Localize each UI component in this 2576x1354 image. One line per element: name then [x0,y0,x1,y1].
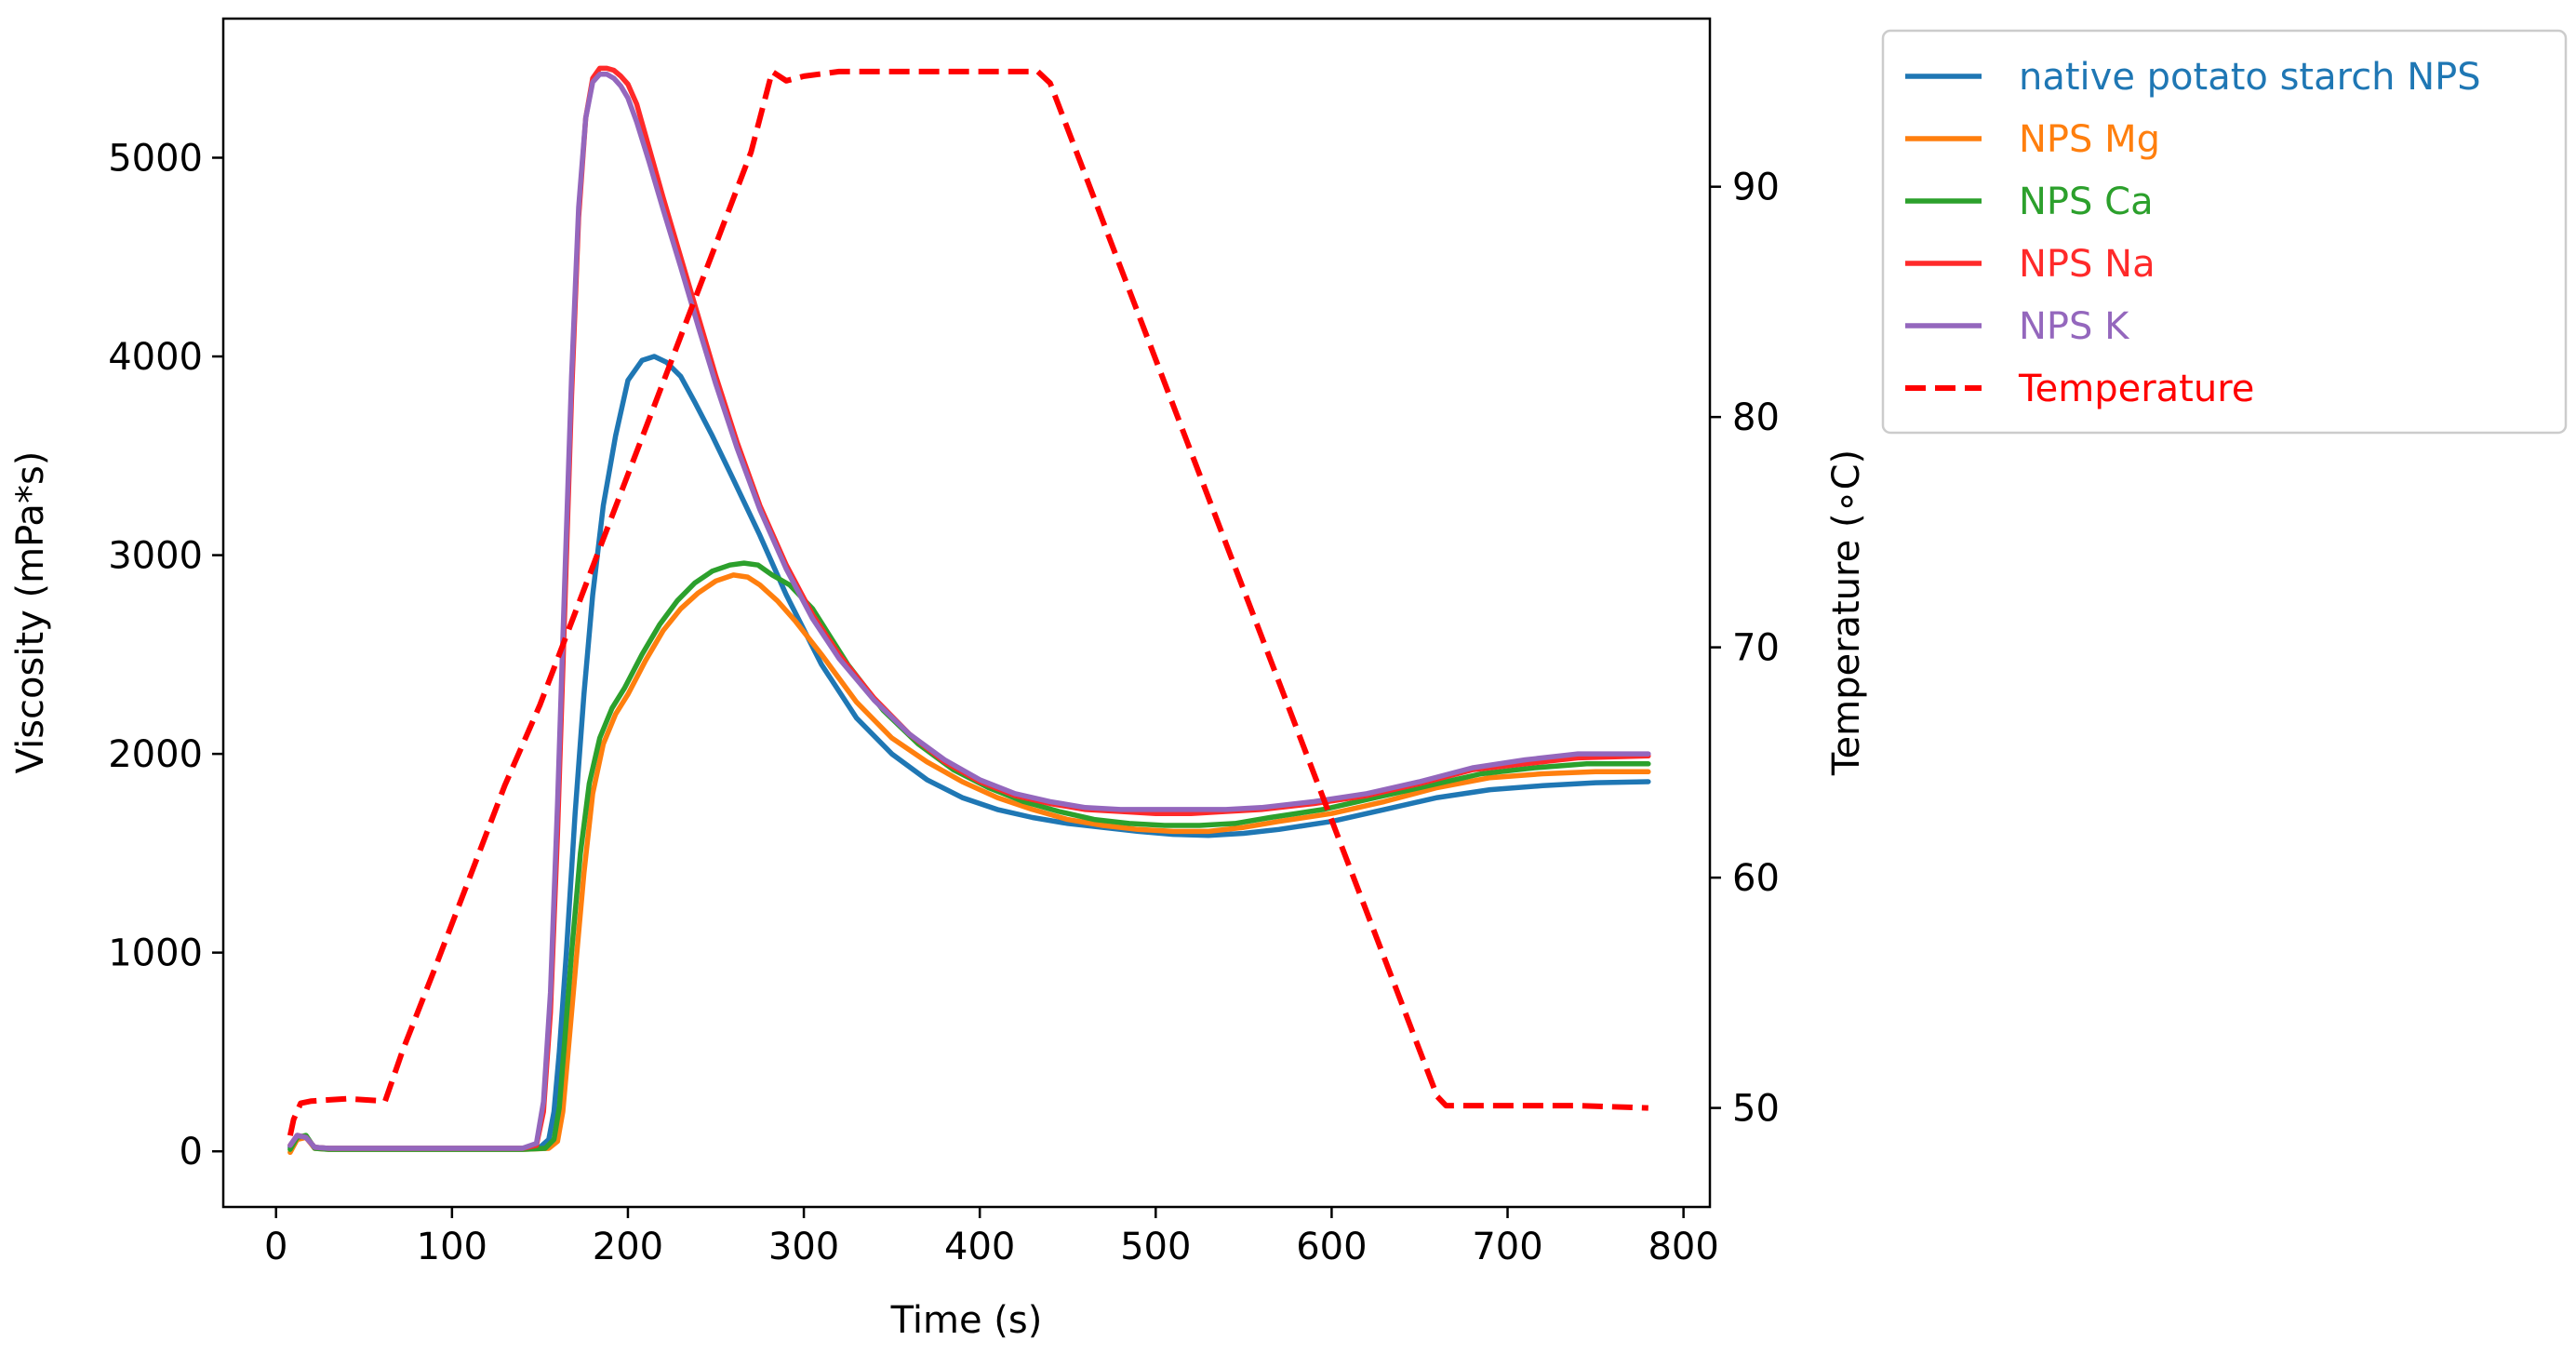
y2-tick-label: 90 [1732,167,1780,209]
y-axis-label: Viscosity (mPa*s) [9,451,52,774]
y2-axis-label: Temperature (∘C) [1825,449,1868,776]
x-tick-label: 100 [417,1226,487,1268]
x-tick-label: 400 [944,1226,1015,1268]
y-tick-label: 0 [180,1131,203,1173]
y-tick-label: 2000 [108,733,203,776]
y2-tick-label: 80 [1732,396,1780,439]
legend-label-temperature: Temperature [2018,368,2254,410]
y-axis-right: 50 60 70 80 90 [1710,167,1780,1131]
y2-tick-label: 70 [1732,627,1780,670]
x-tick-label: 0 [264,1226,287,1268]
y2-tick-label: 50 [1732,1088,1780,1131]
legend-frame [1881,29,2568,435]
y-tick-label: 4000 [108,336,203,379]
x-tick-label: 600 [1296,1226,1367,1268]
legend: native potato starch NPS NPS Mg NPS Ca NPS … [1881,29,2568,435]
x-tick-label: 700 [1472,1226,1542,1268]
y-tick-label: 1000 [108,932,203,975]
x-tick-label: 500 [1120,1226,1191,1268]
y-tick-label: 3000 [108,535,203,578]
y2-tick-label: 60 [1732,857,1780,900]
x-axis: 0 100 200 300 400 500 600 700 800 [264,1207,1719,1268]
series-line-ca [287,560,1651,1152]
legend-label-k: NPS K [2019,305,2130,348]
legend-label-mg: NPS Mg [2019,118,2160,161]
legend-label-ca: NPS Ca [2019,181,2154,223]
series-line-k [287,72,1651,1151]
y-tick-label: 5000 [108,137,203,180]
legend-label-native: native potato starch NPS [2019,56,2481,99]
y-axis-left: 0 1000 2000 3000 4000 5000 [108,137,223,1173]
series-line-temperature [287,68,1648,1136]
plot-frame [221,17,1712,1209]
x-tick-label: 800 [1648,1226,1718,1268]
x-axis-label: Time (s) [890,1299,1043,1342]
x-tick-label: 300 [768,1226,839,1268]
legend-label-na: NPS Na [2019,243,2156,286]
x-tick-label: 200 [593,1226,663,1268]
